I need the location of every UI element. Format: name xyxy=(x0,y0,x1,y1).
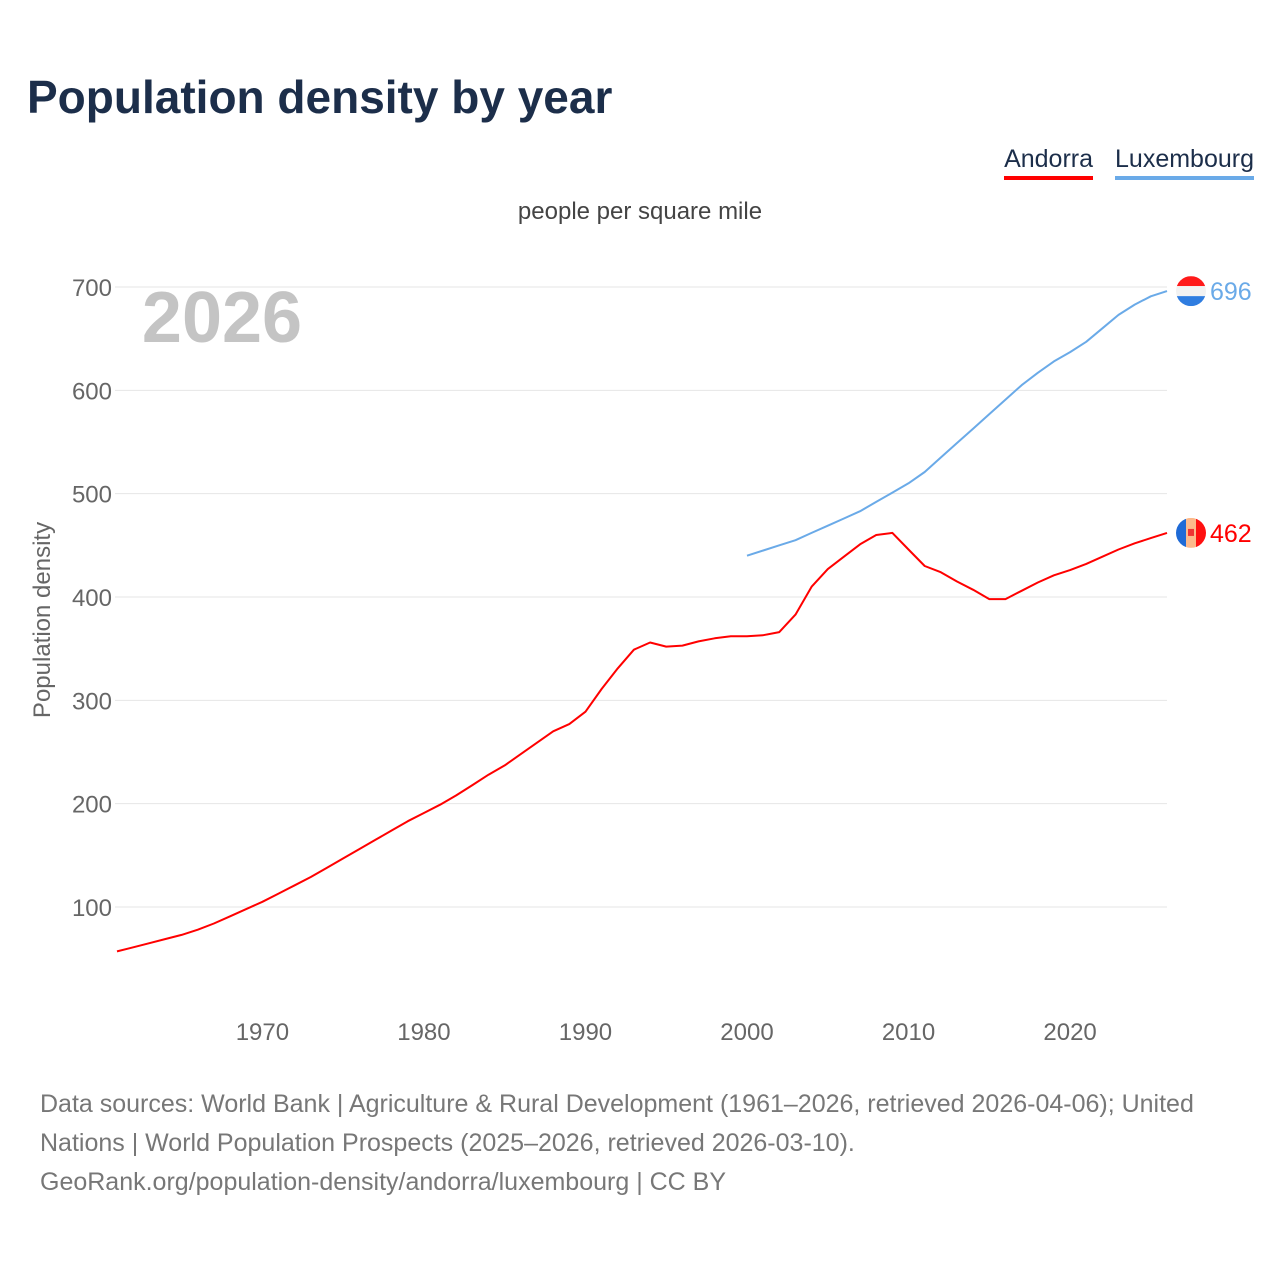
flag-luxembourg-icon xyxy=(1176,276,1206,307)
year-watermark: 2026 xyxy=(142,278,302,358)
legend: Andorra Luxembourg xyxy=(1004,145,1254,180)
y-tick-label: 200 xyxy=(72,792,112,819)
legend-andorra[interactable]: Andorra xyxy=(1004,145,1094,180)
flag-shape xyxy=(1176,517,1206,548)
line-chart: 100 200 300 400 500 600 700 1970 1980 1990 2000 201… xyxy=(29,275,1252,1046)
end-value-label: 462 xyxy=(1210,520,1252,548)
flag-stripe xyxy=(1176,286,1206,297)
flag-stripe xyxy=(1196,517,1206,548)
legend-luxembourg[interactable]: Luxembourg xyxy=(1115,145,1254,180)
flag-stripe xyxy=(1176,517,1186,548)
flag-stripe xyxy=(1176,276,1206,287)
y-tick-label: 400 xyxy=(72,585,112,612)
series-line-andorra xyxy=(116,531,1168,953)
flag-emblem xyxy=(1188,528,1194,536)
attribution-link[interactable]: GeoRank.org/population-density/andorra/l… xyxy=(40,1168,727,1196)
y-tick-label: 700 xyxy=(72,275,112,302)
y-tick-label: 600 xyxy=(72,378,112,405)
y-tick-label: 300 xyxy=(72,688,112,715)
x-tick-label: 2020 xyxy=(1043,1019,1096,1046)
y-tick-label: 500 xyxy=(72,482,112,509)
chart-title: Population density by year xyxy=(27,71,613,123)
x-tick-label: 2000 xyxy=(720,1019,773,1046)
sources-text: Data sources: World Bank | Agriculture &… xyxy=(40,1090,1194,1157)
x-tick-label: 2010 xyxy=(882,1019,935,1046)
y-tick-label: 100 xyxy=(72,895,112,922)
flag-shape xyxy=(1176,276,1206,307)
x-tick-label: 1970 xyxy=(236,1019,289,1046)
x-tick-label: 1980 xyxy=(397,1019,450,1046)
series-line-luxembourg xyxy=(746,290,1168,557)
x-tick-label: 1990 xyxy=(559,1019,612,1046)
end-value-label: 696 xyxy=(1210,278,1252,306)
flag-stripe xyxy=(1176,296,1206,307)
y-axis-label: Population density xyxy=(29,522,56,718)
chart-subtitle: people per square mile xyxy=(517,198,763,225)
flag-andorra-icon xyxy=(1176,517,1206,548)
footer-sources: Data sources: World Bank | Agriculture &… xyxy=(40,1085,1250,1202)
